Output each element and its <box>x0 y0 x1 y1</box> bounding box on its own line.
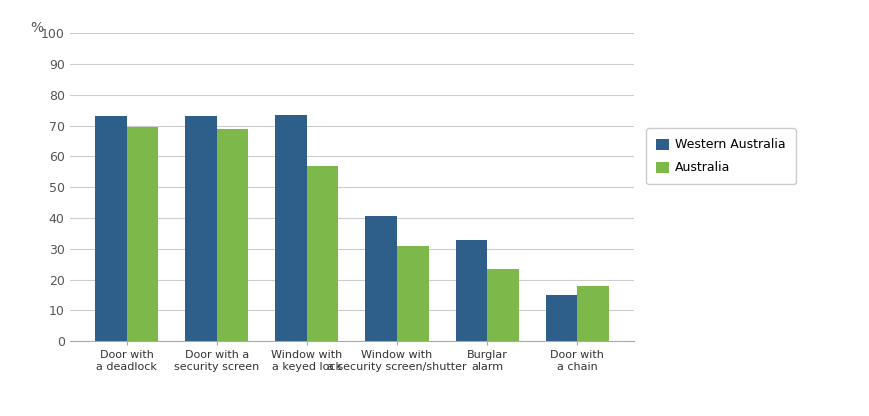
Text: %: % <box>30 21 43 35</box>
Bar <box>127 127 158 341</box>
Bar <box>366 216 397 341</box>
Bar <box>577 286 608 341</box>
Bar <box>185 116 216 341</box>
Bar <box>216 129 249 341</box>
Legend: Western Australia, Australia: Western Australia, Australia <box>647 129 796 184</box>
Bar <box>96 116 127 341</box>
Bar <box>455 240 488 341</box>
Bar <box>546 295 577 341</box>
Bar <box>488 269 519 341</box>
Bar <box>275 115 307 341</box>
Bar <box>397 246 428 341</box>
Bar <box>307 166 338 341</box>
